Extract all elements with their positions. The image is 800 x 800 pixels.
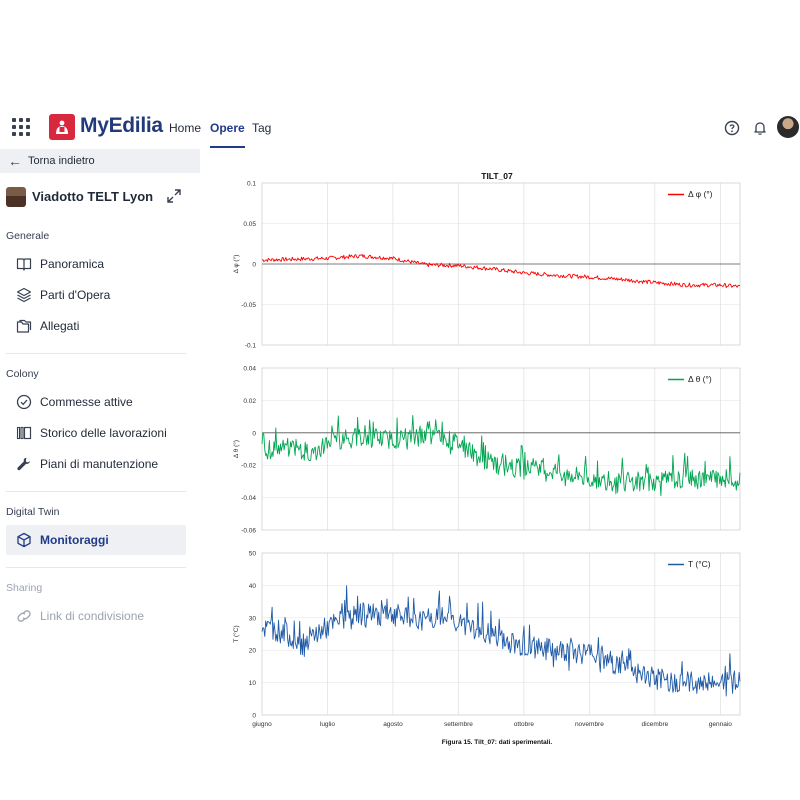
x-tick-label: giugno (252, 721, 272, 728)
y-tick-label: -0.06 (241, 528, 256, 535)
legend-label: Δ φ (°) (688, 189, 713, 199)
y-tick-label: 0 (252, 430, 256, 437)
y-tick-label: 0.02 (243, 398, 256, 405)
series-line (261, 415, 741, 497)
y-tick-label: 30 (249, 615, 257, 622)
sidebar-item-label: Storico delle lavorazioni (40, 426, 167, 440)
y-tick-label: 50 (249, 551, 257, 558)
project-thumbnail (6, 187, 26, 207)
divider (6, 491, 186, 492)
x-tick-label: gennaio (709, 721, 733, 728)
sidebar-item-label: Panoramica (40, 257, 105, 271)
y-axis-label: T (°C) (232, 625, 240, 642)
y-tick-label: 0.05 (243, 221, 256, 228)
y-tick-label: 0.1 (247, 181, 256, 188)
help-icon[interactable] (724, 120, 740, 136)
book-icon (16, 258, 32, 271)
y-tick-label: 0 (252, 713, 256, 720)
x-tick-label: dicembre (642, 721, 669, 728)
tilt-chart-figure: TILT_07 0.10.050-0.05-0.1Δ φ (°)Δ φ (°)0… (232, 171, 741, 746)
chart-title: TILT_07 (481, 171, 513, 181)
expand-icon[interactable] (165, 187, 183, 205)
sidebar-item-label: Link di condivisione (40, 609, 145, 623)
bell-icon[interactable] (752, 120, 768, 136)
series-line (261, 585, 741, 697)
back-label: Torna indietro (28, 155, 95, 167)
y-tick-label: 0 (252, 262, 256, 269)
sidebar-item-piani-manutenzione[interactable]: Piani di manutenzione (6, 449, 186, 479)
sidebar-item-label: Commesse attive (40, 395, 133, 409)
sidebar-item-label: Allegati (40, 319, 80, 333)
x-tick-label: settembre (444, 721, 473, 728)
x-tick-label: ottobre (514, 721, 535, 728)
plot-area (261, 367, 741, 531)
nav-tag[interactable]: Tag (252, 121, 272, 135)
sidebar-item-label: Monitoraggi (40, 533, 109, 547)
chart-plots: 0.1 0.05 0 -0.05 -0.1 Δ φ (°) Δ φ (°) 0.04 0.02 0… (232, 181, 741, 728)
sidebar-item-allegati[interactable]: Allegati (6, 311, 186, 341)
y-tick-label: 20 (249, 648, 257, 655)
nav-opere[interactable]: Opere (210, 121, 245, 148)
x-tick-label: agosto (383, 721, 403, 728)
legend-label: Δ θ (°) (688, 374, 712, 384)
y-tick-label: -0.1 (245, 343, 257, 350)
y-axis-label: Δ θ (°) (232, 440, 240, 458)
sidebar-item-storico-lavorazioni[interactable]: Storico delle lavorazioni (6, 418, 186, 448)
arrow-left-icon: ← (8, 153, 22, 169)
section-generale: Generale (6, 230, 50, 242)
divider (6, 353, 186, 354)
figure-caption: Figura 15. Tilt_07: dati sperimentali. (442, 739, 553, 746)
back-button[interactable]: ← Torna indietro (0, 149, 200, 173)
sidebar: ← Torna indietro Viadotto TELT Lyon Gene… (0, 149, 200, 800)
divider (6, 567, 186, 568)
user-avatar[interactable] (777, 116, 799, 138)
wrench-icon (17, 457, 30, 471)
y-tick-label: -0.04 (241, 495, 256, 502)
cube-icon (17, 532, 31, 548)
y-tick-label: 10 (249, 680, 257, 687)
top-bar: MyEdilia Home Opere Tag (0, 105, 800, 149)
section-digital-twin: Digital Twin (6, 506, 60, 518)
x-tick-label: novembre (575, 721, 604, 728)
myedilia-logo-icon (49, 114, 75, 140)
section-colony: Colony (6, 368, 39, 380)
layers-icon (16, 287, 32, 303)
app-name[interactable]: MyEdilia (80, 114, 163, 137)
x-tick-label: luglio (320, 721, 336, 728)
legend-label: T (°C) (688, 559, 711, 569)
project-name: Viadotto TELT Lyon (32, 189, 154, 204)
folder-icon (16, 319, 32, 333)
sidebar-item-parti-opera[interactable]: Parti d'Opera (6, 280, 186, 310)
sidebar-item-commesse-attive[interactable]: Commesse attive (6, 387, 186, 417)
history-icon (16, 426, 32, 440)
y-axis-label: Δ φ (°) (232, 255, 240, 274)
sidebar-item-panoramica[interactable]: Panoramica (6, 249, 186, 279)
sidebar-item-link-condivisione[interactable]: Link di condivisione (6, 601, 186, 631)
nav-home[interactable]: Home (169, 121, 202, 135)
check-circle-icon (16, 394, 32, 410)
y-tick-label: 0.04 (243, 366, 256, 373)
sidebar-item-label: Piani di manutenzione (40, 457, 159, 471)
y-tick-label: -0.02 (241, 463, 256, 470)
section-sharing: Sharing (6, 582, 43, 594)
y-tick-label: -0.05 (241, 302, 256, 309)
apps-grid-icon[interactable] (12, 118, 30, 136)
sidebar-item-monitoraggi[interactable]: Monitoraggi (6, 525, 186, 555)
link-icon (17, 610, 31, 622)
y-tick-label: 40 (249, 583, 257, 590)
series-line (261, 254, 741, 289)
sidebar-item-label: Parti d'Opera (40, 288, 111, 302)
